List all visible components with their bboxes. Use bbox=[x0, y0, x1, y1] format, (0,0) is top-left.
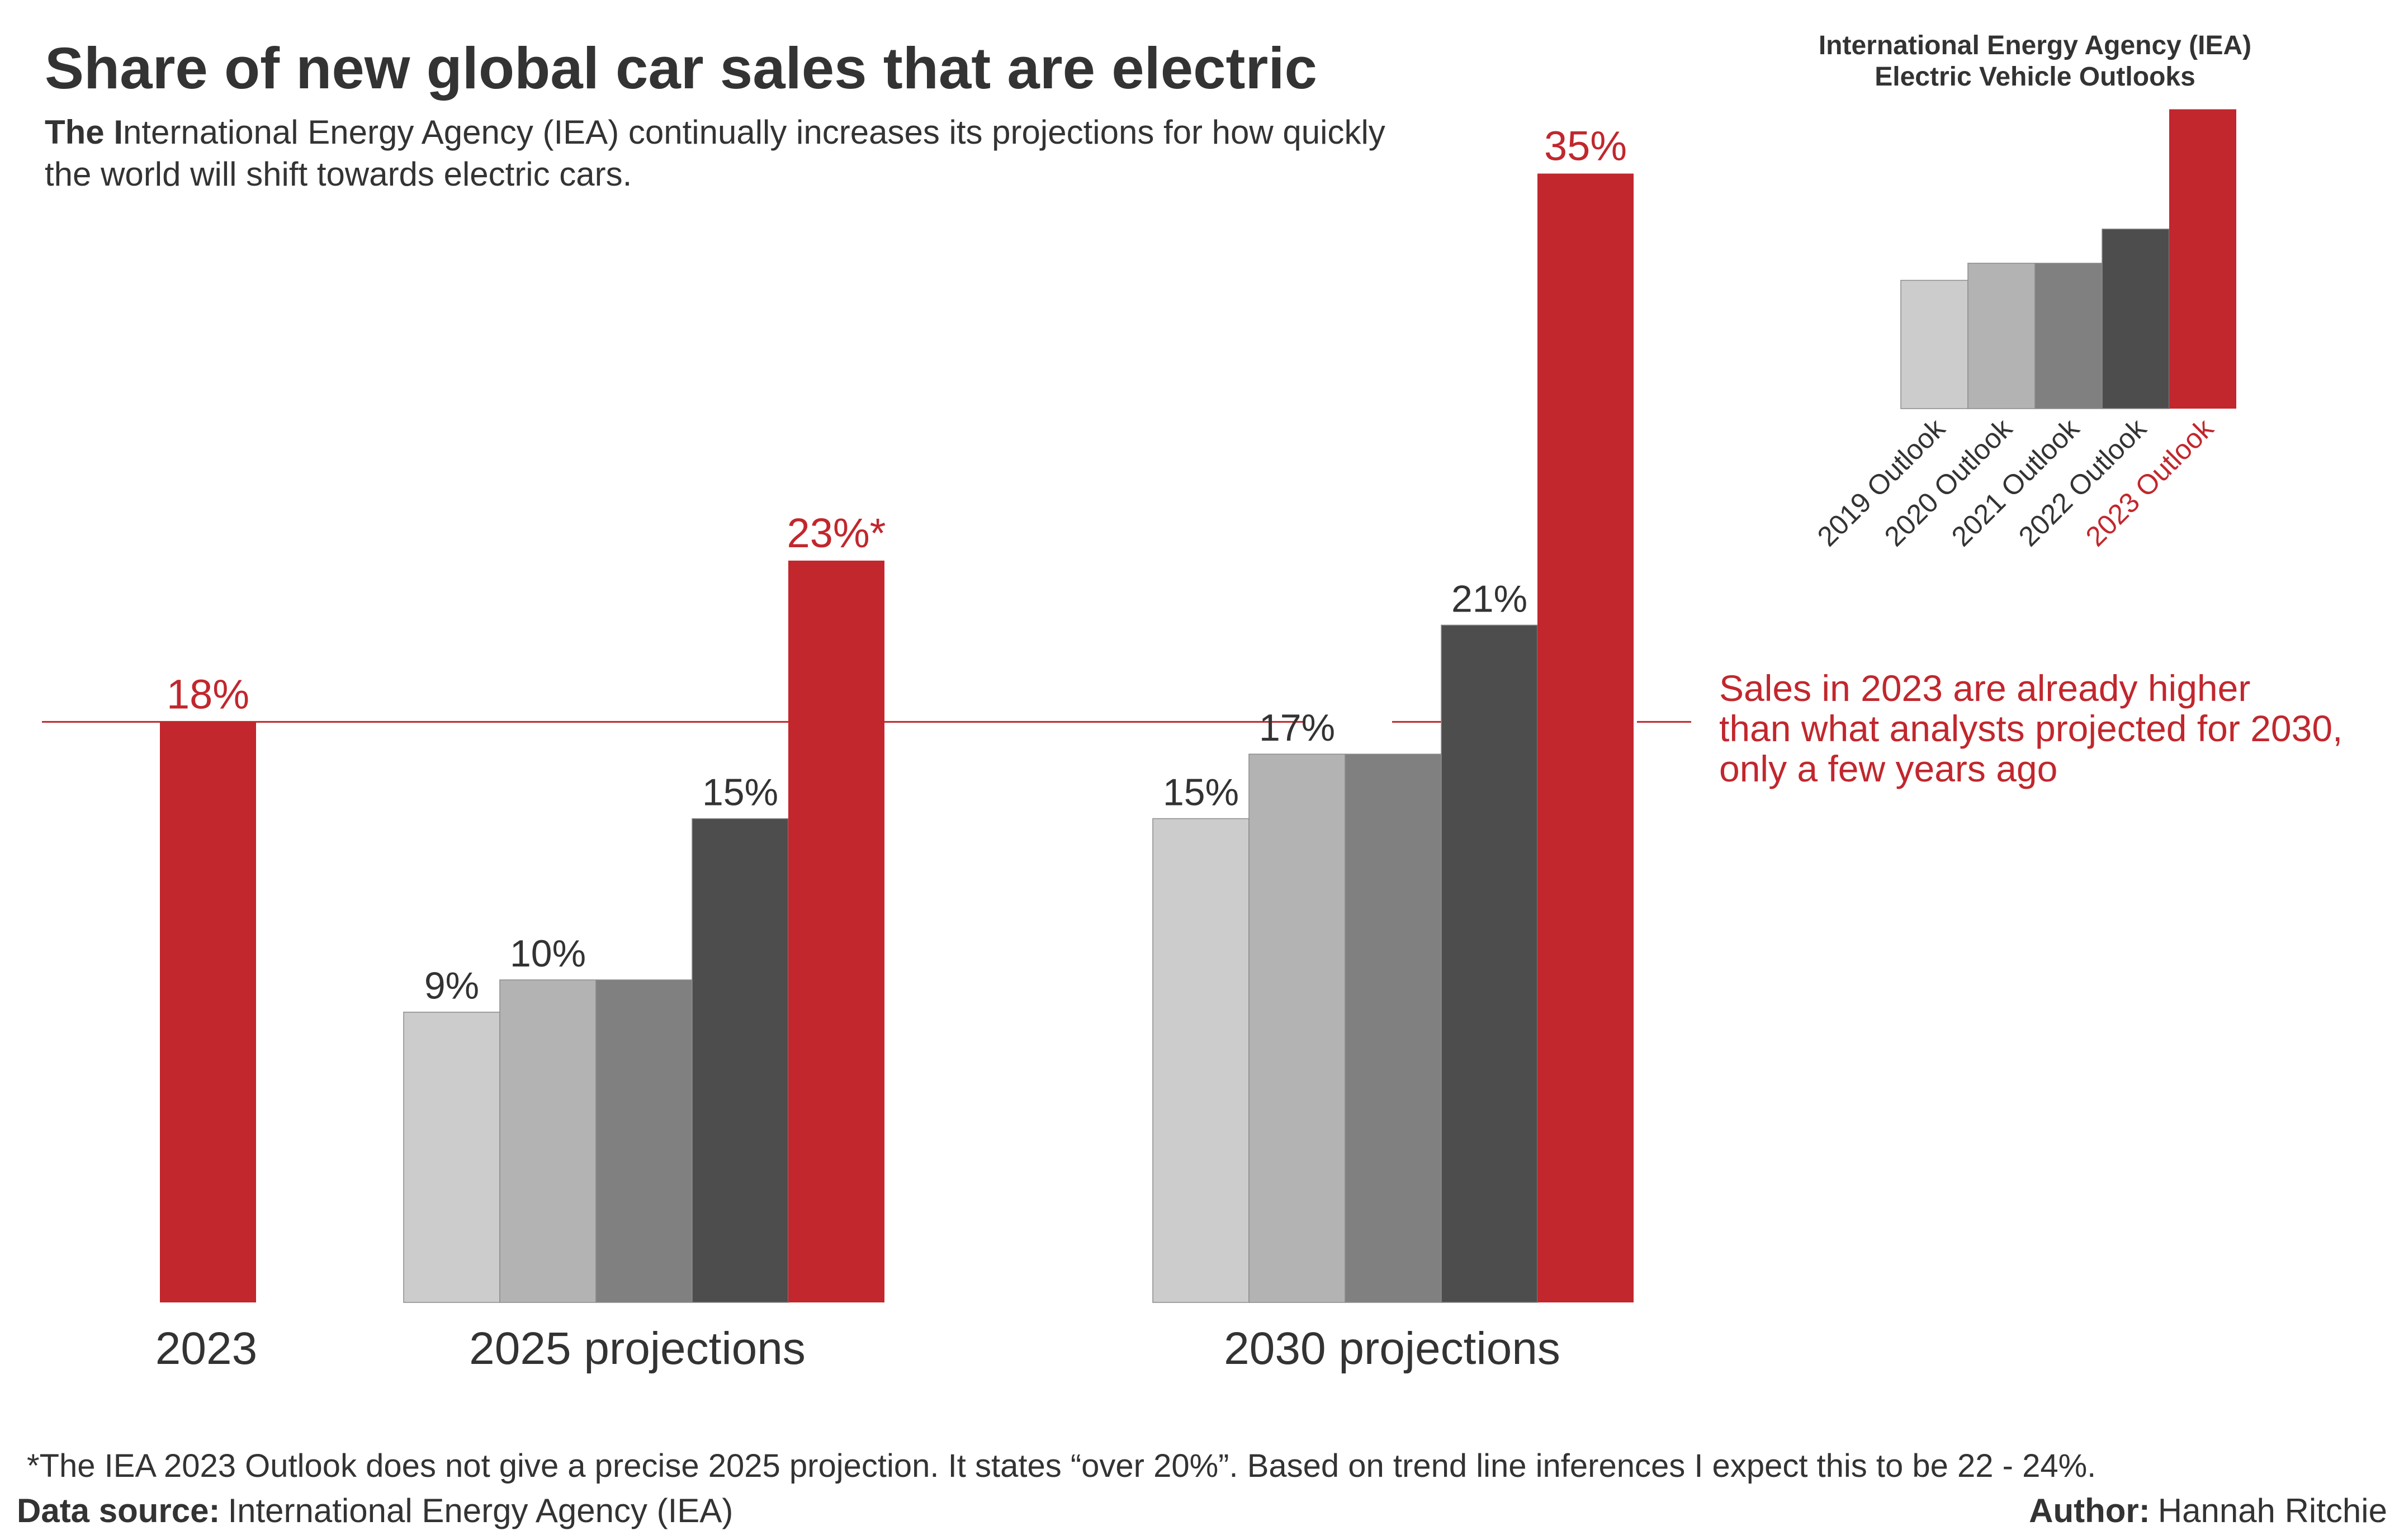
group-label-2025-projections: 2025 projections bbox=[469, 1323, 806, 1374]
subtitle-bold-lead: The I bbox=[45, 113, 123, 151]
data-source: Data source: International Energy Agency … bbox=[17, 1492, 733, 1529]
annotation-line-3: only a few years ago bbox=[1719, 748, 2057, 789]
bar-2025-projections-2023-outlook bbox=[788, 560, 884, 1302]
chart-subtitle-line-2: the world will shift towards electric ca… bbox=[45, 155, 632, 193]
bar-2030-projections-2022-outlook bbox=[1441, 624, 1538, 1303]
annotation-line-2: than what analysts projected for 2030, bbox=[1719, 708, 2343, 749]
data-source-label: Data source: bbox=[17, 1492, 220, 1529]
data-label-2025-projections-2023-outlook: 23%* bbox=[787, 510, 886, 556]
data-label-2030-projections-2020-outlook: 17% bbox=[1259, 707, 1335, 749]
annotation-line-1: Sales in 2023 are already higher bbox=[1719, 667, 2250, 709]
chart-title: Share of new global car sales that are e… bbox=[45, 36, 1317, 101]
legend-title-line-2: Electric Vehicle Outlooks bbox=[1875, 62, 2195, 92]
data-label-2025-projections-2022-outlook: 15% bbox=[702, 771, 778, 814]
subtitle-rest: nternational Energy Agency (IEA) continu… bbox=[123, 113, 1385, 151]
chart-subtitle-line-1: The International Energy Agency (IEA) co… bbox=[45, 113, 1385, 151]
data-label-2025-projections-2020-outlook: 10% bbox=[510, 932, 586, 975]
group-label-2023: 2023 bbox=[155, 1323, 257, 1374]
data-source-value: International Energy Agency (IEA) bbox=[228, 1492, 733, 1529]
bar-2025-projections-2021-outlook bbox=[595, 979, 693, 1303]
legend-bar-2023-outlook bbox=[2169, 109, 2236, 409]
bar-2025-projections-2019-outlook bbox=[403, 1011, 500, 1303]
footnote: *The IEA 2023 Outlook does not give a pr… bbox=[27, 1448, 2096, 1484]
legend-bar-2019-outlook bbox=[1900, 279, 1968, 409]
data-label-2025-projections-2019-outlook: 9% bbox=[424, 965, 479, 1007]
bar-2030-projections-2021-outlook bbox=[1345, 754, 1442, 1303]
author-value: Hannah Ritchie bbox=[2158, 1492, 2387, 1529]
legend-bar-2021-outlook bbox=[2034, 263, 2103, 409]
data-label-2030-projections-2022-outlook: 21% bbox=[1451, 577, 1527, 620]
legend-bar-2022-outlook bbox=[2102, 228, 2170, 409]
bar-2025-projections-2022-outlook bbox=[692, 818, 789, 1303]
bar-2030-projections-2019-outlook bbox=[1152, 818, 1250, 1303]
author-label: Author: bbox=[2029, 1492, 2150, 1529]
bar-2023-2023-outlook bbox=[160, 722, 256, 1302]
bar-2030-projections-2023-outlook bbox=[1537, 173, 1634, 1302]
group-label-2030-projections: 2030 projections bbox=[1224, 1323, 1560, 1374]
data-label-2030-projections-2019-outlook: 15% bbox=[1163, 771, 1239, 814]
main-bar-chart: 18% 2023 9% 10% 15% 23%* 2025 projections 15% 17… bbox=[155, 123, 1634, 1374]
data-label-2023-2023-outlook: 18% bbox=[167, 671, 249, 717]
bar-2025-projections-2020-outlook bbox=[499, 979, 597, 1303]
data-label-2030-projections-2023-outlook: 35% bbox=[1544, 123, 1627, 169]
outlook-legend-chart: International Energy Agency (IEA)Electri… bbox=[1811, 31, 2251, 552]
legend-bar-2020-outlook bbox=[1967, 263, 2036, 409]
bar-2030-projections-2020-outlook bbox=[1248, 754, 1346, 1303]
legend-title-line-1: International Energy Agency (IEA) bbox=[1819, 31, 2251, 60]
author: Author: Hannah Ritchie bbox=[2029, 1492, 2387, 1529]
